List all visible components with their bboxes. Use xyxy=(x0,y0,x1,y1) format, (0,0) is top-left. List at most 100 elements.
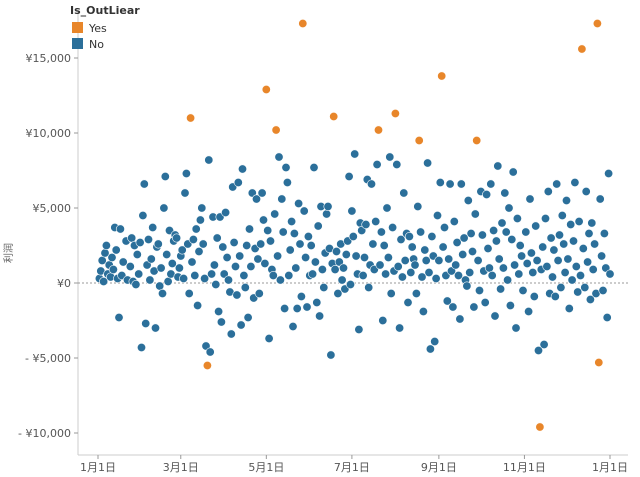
data-point-no xyxy=(386,288,396,298)
data-point-no xyxy=(517,251,527,261)
data-point-no xyxy=(413,202,423,212)
data-point-no xyxy=(546,233,556,243)
data-point-no xyxy=(226,329,236,339)
data-point-no xyxy=(174,263,184,273)
data-point-no xyxy=(163,276,173,286)
data-point-no xyxy=(538,242,548,252)
data-point-no xyxy=(242,241,252,251)
data-point-no xyxy=(236,320,246,330)
data-point-no xyxy=(235,251,245,261)
data-point-no xyxy=(590,239,600,249)
data-point-no xyxy=(539,339,549,349)
legend-label: No xyxy=(89,38,104,51)
y-tick-label: ¥15,000 xyxy=(26,52,72,65)
data-point-no xyxy=(331,247,341,257)
data-point-no xyxy=(193,300,203,310)
data-point-no xyxy=(452,238,462,248)
data-point-no xyxy=(348,232,358,242)
data-point-no xyxy=(575,270,585,280)
data-point-no xyxy=(444,254,454,264)
data-point-no xyxy=(529,291,539,301)
data-point-no xyxy=(442,296,452,306)
data-point-no xyxy=(388,223,398,233)
data-point-no xyxy=(566,220,576,230)
data-point-no xyxy=(407,242,417,252)
data-point-no xyxy=(467,247,477,257)
data-point-no xyxy=(137,342,147,352)
data-point-no xyxy=(411,288,421,298)
data-point-no xyxy=(568,236,578,246)
data-point-no xyxy=(599,229,609,239)
x-tick-label: 11月1日 xyxy=(503,461,546,474)
data-point-no xyxy=(489,226,499,236)
data-point-no xyxy=(319,282,329,292)
y-tick-label: ¥10,000 xyxy=(26,127,72,140)
data-point-no xyxy=(557,211,567,221)
data-point-no xyxy=(376,227,386,237)
data-point-no xyxy=(456,179,466,189)
data-point-no xyxy=(381,269,391,279)
data-point-no xyxy=(238,164,248,174)
data-point-no xyxy=(197,203,207,213)
data-point-no xyxy=(322,209,332,219)
data-point-no xyxy=(477,230,487,240)
legend-title: Is_OutLiear xyxy=(70,4,140,17)
data-point-no xyxy=(507,235,517,245)
data-point-no xyxy=(553,255,563,265)
data-point-no xyxy=(560,267,570,277)
data-point-no xyxy=(232,290,242,300)
data-point-no xyxy=(231,261,241,271)
data-point-no xyxy=(212,233,222,243)
y-tick-label: ¥0 xyxy=(57,277,71,290)
data-point-yes xyxy=(261,85,271,95)
data-point-no xyxy=(195,215,205,225)
data-point-no xyxy=(578,244,588,254)
data-point-no xyxy=(265,236,275,246)
data-point-yes xyxy=(472,136,482,146)
data-point-no xyxy=(542,261,552,271)
data-point-no xyxy=(218,242,228,252)
data-point-no xyxy=(372,160,382,170)
data-point-no xyxy=(469,302,479,312)
data-point-no xyxy=(525,194,535,204)
data-point-no xyxy=(583,257,593,267)
data-point-no xyxy=(490,311,500,321)
data-point-no xyxy=(312,297,322,307)
data-point-no xyxy=(330,264,340,274)
data-point-no xyxy=(156,263,166,273)
data-point-no xyxy=(315,311,325,321)
data-point-no xyxy=(281,163,291,173)
legend-swatch xyxy=(72,38,83,49)
data-point-no xyxy=(354,324,364,334)
data-point-no xyxy=(99,276,109,286)
y-axis-label: 利润 xyxy=(2,243,15,263)
data-point-no xyxy=(581,187,591,197)
data-point-no xyxy=(528,267,538,277)
data-point-no xyxy=(224,275,234,285)
data-point-no xyxy=(148,223,158,233)
data-point-no xyxy=(254,288,264,298)
data-point-no xyxy=(257,188,267,198)
data-point-no xyxy=(597,251,607,261)
data-point-no xyxy=(448,302,458,312)
data-point-no xyxy=(285,245,295,255)
data-point-no xyxy=(425,344,435,354)
data-point-no xyxy=(580,282,590,292)
data-point-yes xyxy=(592,18,602,28)
data-point-no xyxy=(395,323,405,333)
data-point-no xyxy=(263,226,273,236)
data-point-no xyxy=(284,270,294,280)
data-point-no xyxy=(205,347,215,357)
data-point-no xyxy=(233,178,243,188)
data-point-no xyxy=(459,233,469,243)
data-point-no xyxy=(273,251,283,261)
data-point-no xyxy=(111,245,121,255)
data-point-no xyxy=(294,199,304,209)
data-point-no xyxy=(291,263,301,273)
data-point-no xyxy=(438,242,448,252)
legend-label: Yes xyxy=(88,22,107,35)
data-point-yes xyxy=(414,136,424,146)
data-point-no xyxy=(368,239,378,249)
data-point-no xyxy=(427,232,437,242)
data-point-no xyxy=(155,281,165,291)
